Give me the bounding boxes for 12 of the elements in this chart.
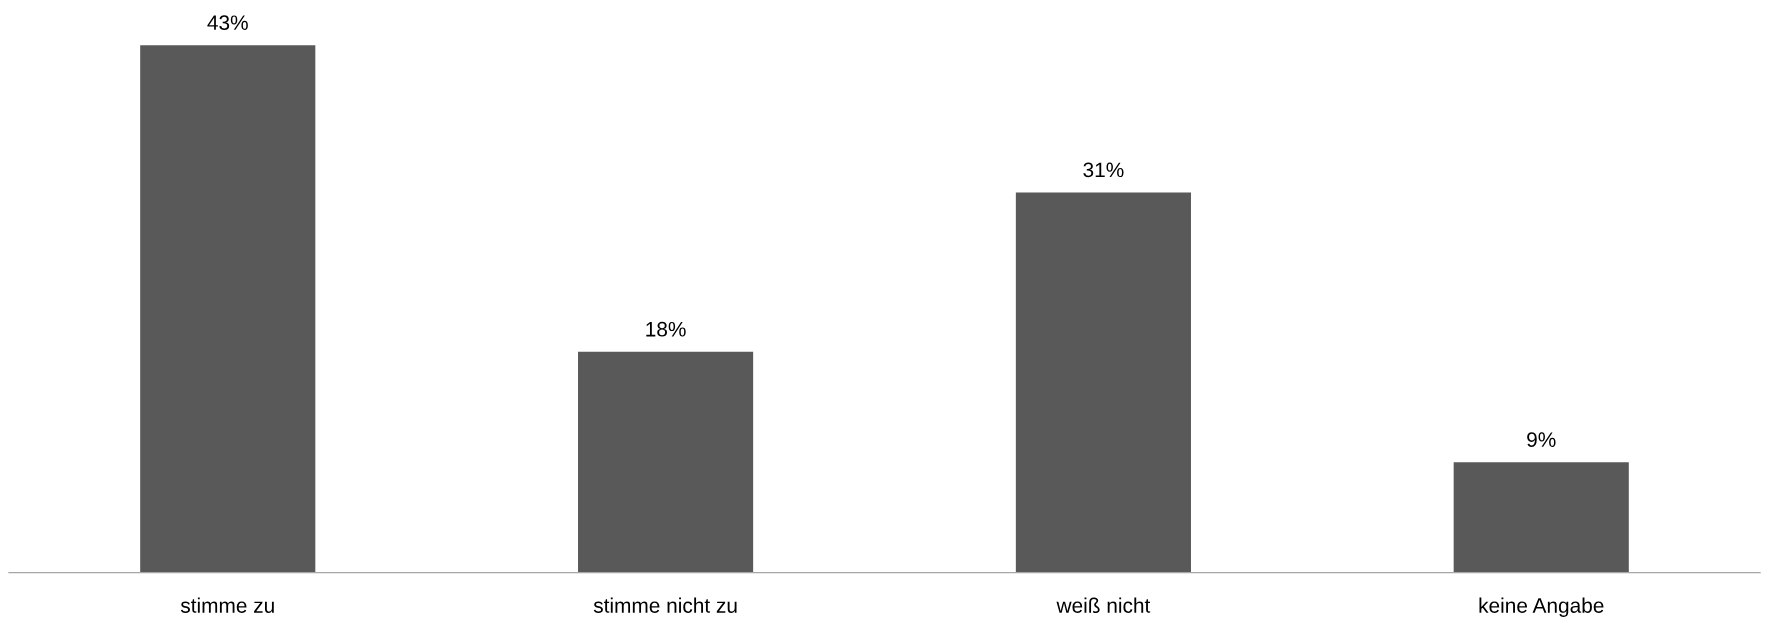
data-label: 18% [646,321,686,337]
bar [140,45,316,573]
x-tick-label: stimme nicht zu [593,597,737,613]
bar [1015,192,1191,573]
data-label: 43% [207,15,248,31]
bar [578,351,754,573]
bar [1453,462,1629,573]
x-tick-label: weiß nicht [1056,597,1151,613]
data-label: 31% [1083,162,1124,178]
x-tick-label: keine Angabe [1479,597,1604,617]
data-label: 9% [1527,432,1556,447]
x-tick-label: stimme zu [180,597,274,613]
